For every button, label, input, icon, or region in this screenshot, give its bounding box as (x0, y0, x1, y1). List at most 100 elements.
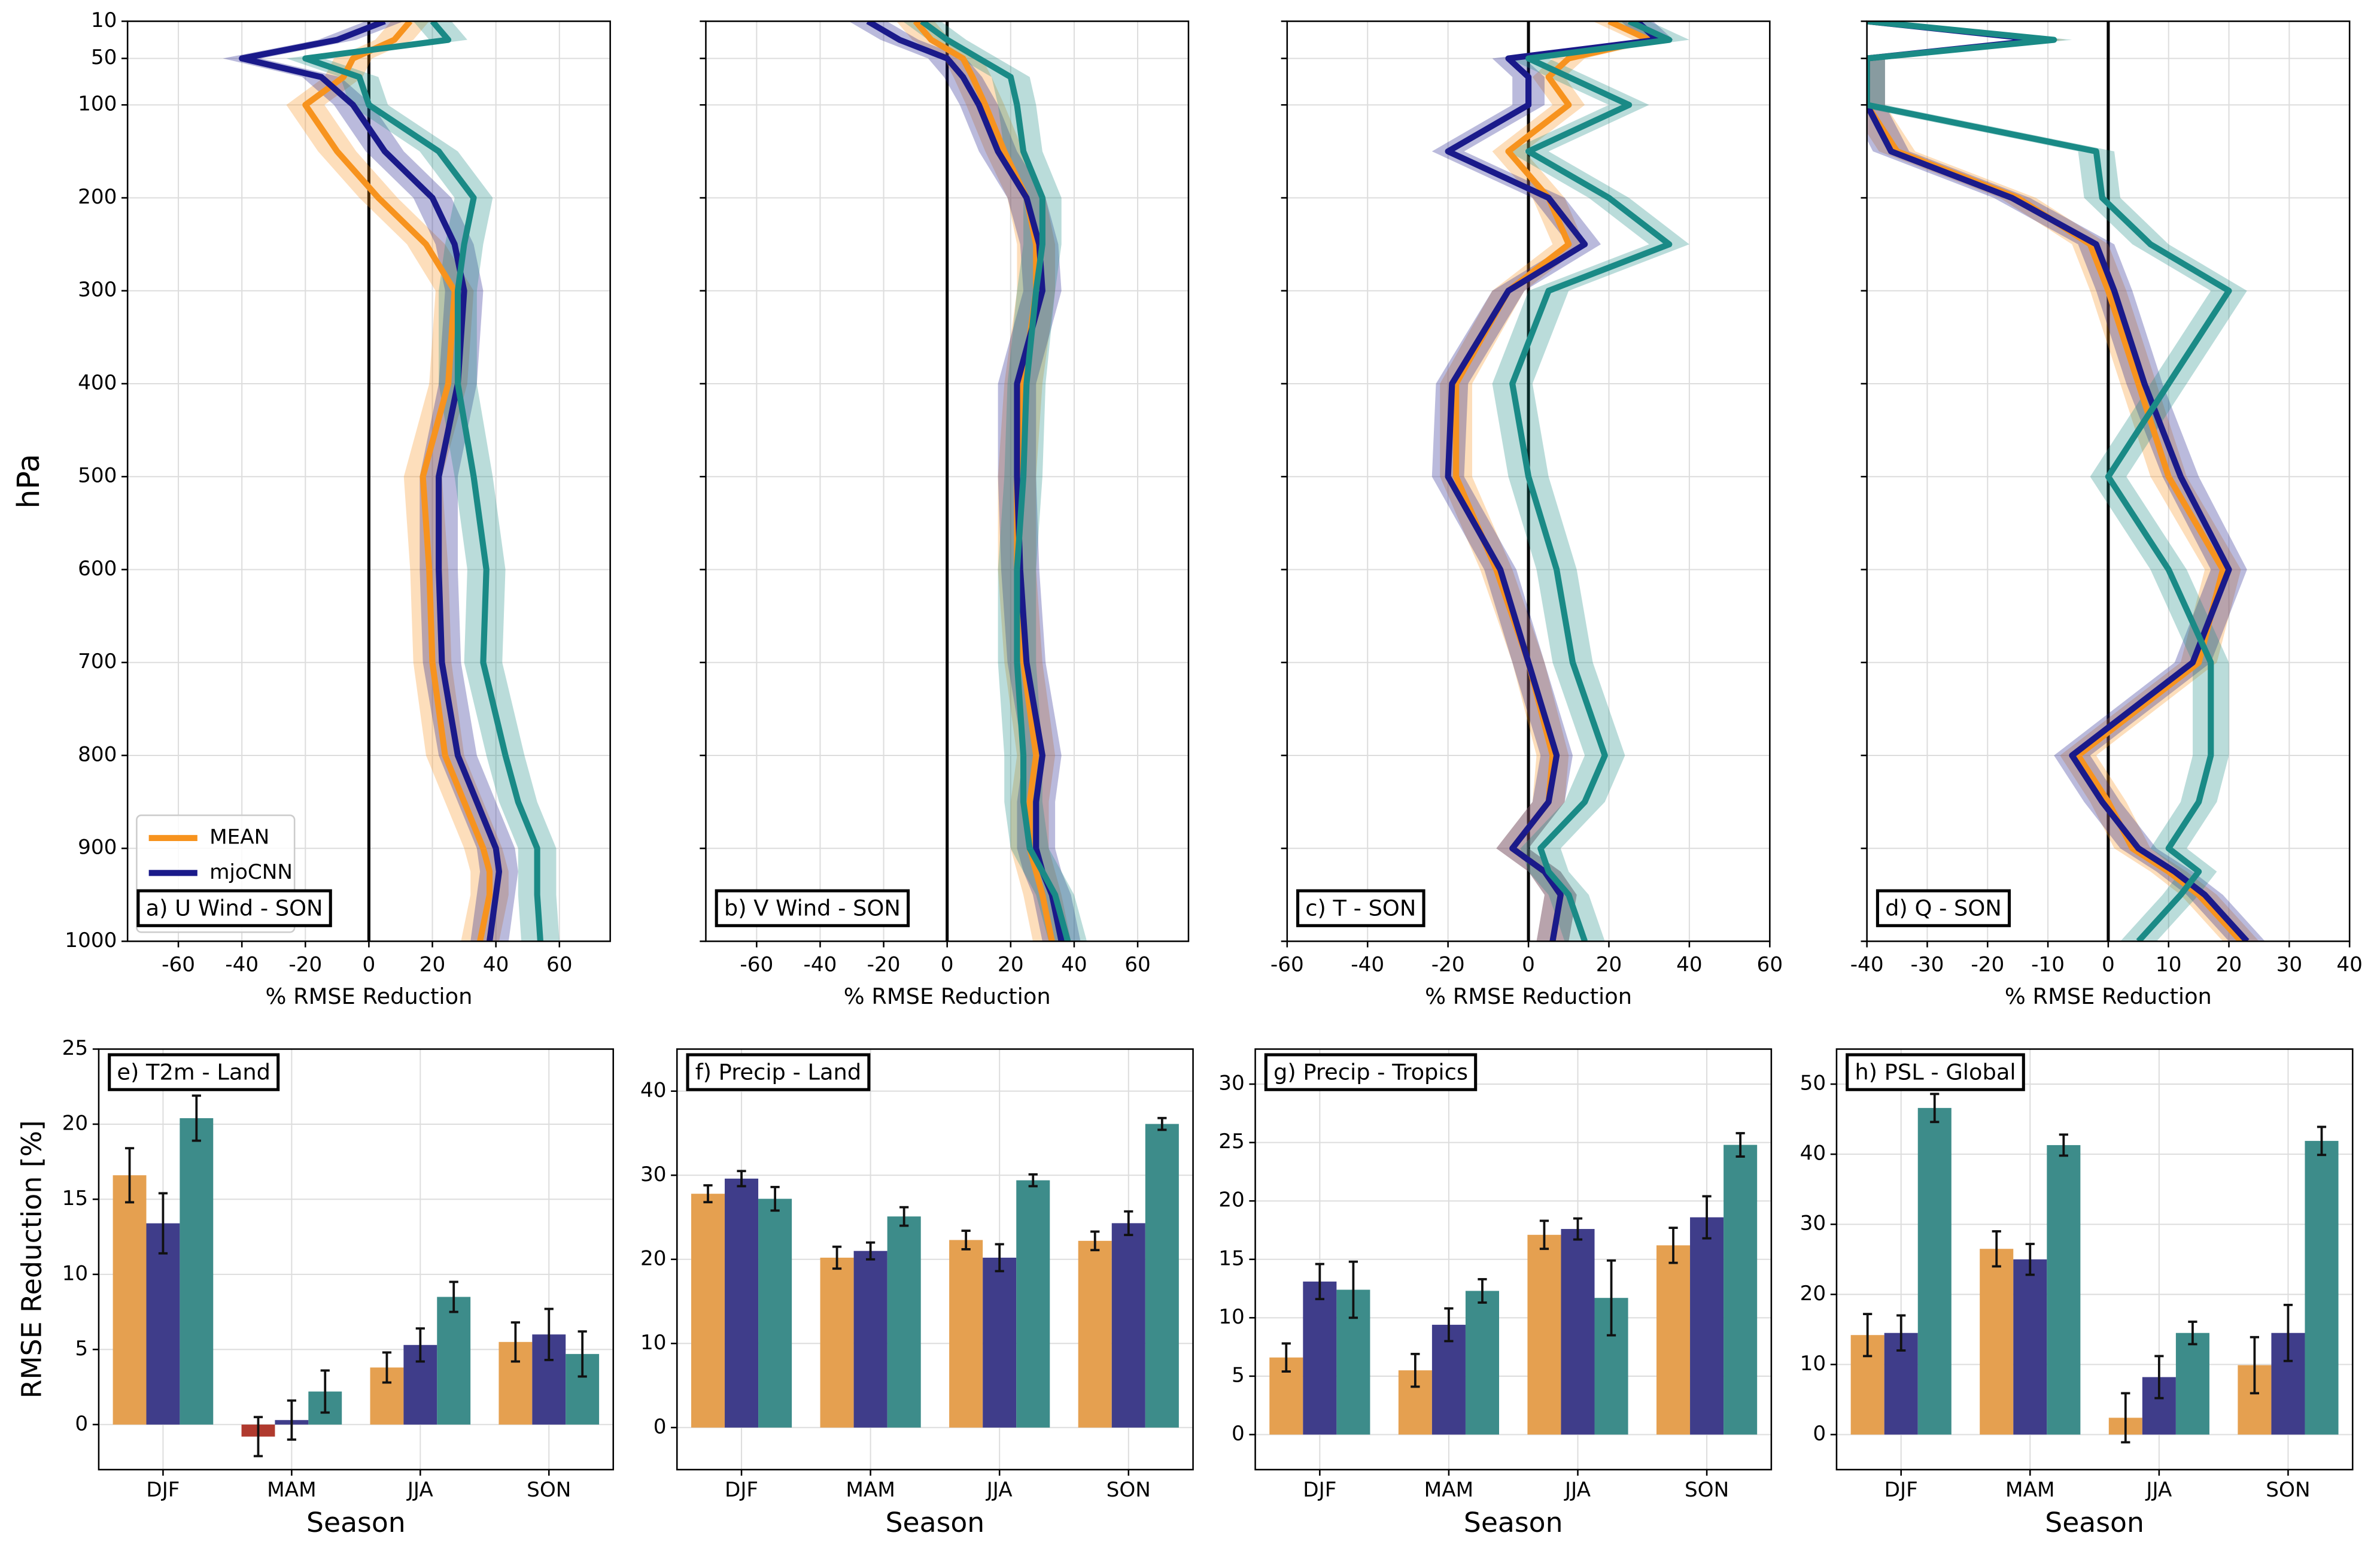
panel-label-box (136, 889, 332, 927)
x-axis-label: Season (306, 1507, 406, 1538)
error-bar (832, 1245, 842, 1270)
profile-line (1867, 21, 2250, 942)
y-tick-label: 50 (1800, 1072, 1826, 1095)
plot-frame (705, 20, 1190, 942)
bar (113, 1175, 147, 1425)
error-bar (1668, 1227, 1678, 1264)
error-bar (866, 1241, 876, 1261)
error-bar (1863, 1313, 1873, 1358)
bar (820, 1257, 854, 1428)
plot-frame (126, 20, 611, 942)
x-tick-label: MAM (2005, 1478, 2054, 1502)
panel-label-box (1264, 1053, 1478, 1091)
bar (437, 1297, 471, 1425)
legend-label: MEAN (209, 825, 269, 849)
error-bar (1606, 1259, 1616, 1337)
y-tick-label: 25 (1218, 1130, 1245, 1154)
bar (1917, 1107, 1952, 1435)
y-tick-label: 30 (1800, 1212, 1826, 1236)
x-tick-label: -40 (1850, 953, 1884, 977)
x-tick-label: 0 (1522, 953, 1535, 977)
error-bar (1315, 1262, 1324, 1301)
x-tick-label: 40 (2336, 953, 2363, 977)
y-tick-label: 10 (1800, 1352, 1826, 1376)
x-tick-label: JJA (406, 1478, 434, 1502)
error-bar (287, 1399, 296, 1441)
bar (1078, 1240, 1112, 1428)
profile-line (302, 21, 493, 942)
error-bar (2250, 1336, 2260, 1395)
error-bar (320, 1369, 330, 1414)
x-tick-label: -40 (1351, 953, 1384, 977)
bar (853, 1251, 887, 1428)
x-axis-label: Season (886, 1507, 985, 1538)
error-bar (770, 1186, 780, 1212)
x-tick-label: 60 (1124, 953, 1151, 977)
error-bar (124, 1147, 135, 1204)
profile-line (920, 21, 1071, 942)
plot-frame (98, 1048, 615, 1471)
uncertainty-band (1867, 21, 2247, 942)
error-bar (1896, 1314, 1906, 1352)
error-bar (382, 1351, 392, 1384)
bar (1724, 1145, 1758, 1435)
x-tick-label: JJA (986, 1478, 1013, 1502)
error-bar (737, 1170, 746, 1188)
uncertainty-band (1492, 21, 1689, 942)
y-tick-label: 20 (62, 1111, 89, 1135)
y-tick-label: 200 (78, 185, 117, 209)
x-tick-label: SON (2266, 1478, 2310, 1502)
x-tick-label: MAM (1424, 1478, 1473, 1502)
x-axis-label: Season (2045, 1507, 2144, 1538)
x-axis-label: % RMSE Reduction (2005, 984, 2212, 1009)
uncertainty-band (223, 21, 518, 942)
x-tick-label: 40 (1676, 953, 1703, 977)
uncertainty-band (286, 21, 560, 942)
error-bar (1281, 1342, 1291, 1373)
bar (1527, 1234, 1561, 1435)
y-tick-label: 20 (1218, 1188, 1245, 1212)
error-bar (1028, 1173, 1038, 1188)
y-tick-label: 1000 (65, 928, 117, 952)
y-tick-label: 0 (1232, 1422, 1245, 1446)
plot-frame (676, 1048, 1194, 1471)
bar (1980, 1249, 2014, 1435)
y-tick-label: 5 (75, 1337, 88, 1361)
panel-label-box (1296, 889, 1425, 927)
error-bar (703, 1184, 713, 1204)
x-tick-label: 0 (363, 953, 376, 977)
x-tick-label: DJF (1884, 1478, 1918, 1502)
error-bar (253, 1416, 263, 1458)
error-bar (2025, 1243, 2035, 1276)
x-tick-label: MAM (267, 1478, 316, 1502)
x-tick-label: -60 (1270, 953, 1304, 977)
panel-label: f) Precip - Land (695, 1060, 861, 1085)
x-tick-label: 20 (2216, 953, 2242, 977)
x-tick-label: DJF (1303, 1478, 1336, 1502)
y-tick-label: 25 (62, 1036, 89, 1060)
error-bar (544, 1307, 554, 1361)
error-bar (2059, 1133, 2068, 1157)
x-tick-label: -20 (288, 953, 322, 977)
bar (691, 1194, 725, 1428)
x-tick-label: SON (1685, 1478, 1729, 1502)
y-tick-label: 5 (1232, 1363, 1245, 1387)
profile-line (1509, 21, 1673, 942)
y-tick-label: 700 (78, 649, 117, 673)
bar (180, 1118, 214, 1425)
error-bar (1702, 1195, 1712, 1240)
y-tick-label: 40 (1800, 1142, 1826, 1166)
bar (887, 1216, 921, 1428)
bar (146, 1223, 180, 1425)
y-tick-label: 400 (78, 371, 117, 394)
x-tick-label: 40 (1061, 953, 1087, 977)
error-bar (1992, 1230, 2001, 1268)
error-bar (995, 1243, 1004, 1273)
bar (1690, 1217, 1724, 1435)
x-tick-label: 30 (2276, 953, 2303, 977)
error-bar (961, 1230, 971, 1251)
x-tick-label: 20 (1596, 953, 1622, 977)
x-tick-label: -30 (1911, 953, 1944, 977)
x-tick-label: MAM (846, 1478, 895, 1502)
bar (1111, 1223, 1145, 1428)
